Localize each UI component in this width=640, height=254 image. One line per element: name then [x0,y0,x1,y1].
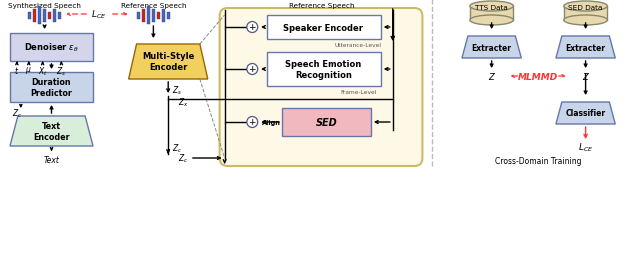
Bar [147,7,150,25]
Circle shape [247,22,258,33]
Text: $Z_s$: $Z_s$ [172,84,182,97]
FancyBboxPatch shape [220,9,422,166]
Bar [53,9,56,22]
Circle shape [247,64,258,75]
Text: $Z_s$: $Z_s$ [56,65,67,77]
Text: Multi-Style
Encoder: Multi-Style Encoder [142,52,195,71]
Text: Text: Text [44,155,60,164]
Bar [267,53,381,87]
Bar [137,12,140,19]
Text: Classifier: Classifier [566,109,605,118]
Bar [162,9,164,22]
Text: $Z_c$: $Z_c$ [178,152,188,165]
Bar [28,12,31,19]
Bar [157,12,160,19]
Text: $\mu$: $\mu$ [26,65,32,76]
Text: $Z_c$: $Z_c$ [172,142,182,155]
Ellipse shape [564,16,607,26]
Text: $Z$: $Z$ [488,71,495,82]
Text: Cross-Domain Training: Cross-Domain Training [495,157,581,166]
Text: $Z_x$: $Z_x$ [178,96,189,109]
Polygon shape [129,45,208,80]
Text: Extracter: Extracter [566,43,605,52]
Circle shape [247,117,258,128]
Text: $Z_c$: $Z_c$ [12,107,22,119]
Text: Frame-Level: Frame-Level [340,90,376,95]
Text: +: + [248,118,256,126]
Ellipse shape [470,2,513,12]
Text: Reference Speech: Reference Speech [120,3,186,9]
Text: TTS Data: TTS Data [476,5,508,11]
Text: Text
Encoder: Text Encoder [33,122,70,141]
Bar [48,12,51,19]
Text: Utterance-Level: Utterance-Level [335,42,381,47]
Text: Speaker Encoder: Speaker Encoder [284,23,364,32]
Bar [564,7,607,21]
Text: Denoiser $\epsilon_\theta$: Denoiser $\epsilon_\theta$ [24,42,79,54]
Bar [10,73,93,103]
Bar [470,7,513,21]
Polygon shape [556,37,615,59]
Ellipse shape [564,2,607,12]
Text: SED Data: SED Data [568,5,603,11]
Text: Align: Align [262,120,281,125]
Bar [38,7,41,25]
Text: +: + [248,23,256,32]
Ellipse shape [470,16,513,26]
Text: Synthesized Speech: Synthesized Speech [8,3,81,9]
Bar [10,34,93,62]
Bar [142,9,145,22]
Text: MLMMD: MLMMD [518,72,558,81]
Text: $L_{CE}$: $L_{CE}$ [578,141,593,154]
Bar [33,9,36,22]
Text: $t$: $t$ [14,65,19,76]
Text: Speech Emotion
Recognition: Speech Emotion Recognition [285,60,362,80]
Bar [267,16,381,40]
Text: Reference Speech: Reference Speech [289,3,355,9]
Text: $X_t$: $X_t$ [38,65,47,77]
Polygon shape [462,37,522,59]
Bar [152,9,155,22]
Text: +: + [248,65,256,74]
Bar [282,108,371,136]
Polygon shape [10,117,93,146]
Bar [43,9,46,22]
Text: Extracter: Extracter [472,43,511,52]
Bar [167,12,170,19]
Polygon shape [556,103,615,124]
Text: SED: SED [316,118,337,128]
Text: Duration
Predictor: Duration Predictor [31,78,72,97]
Text: $Z$: $Z$ [582,71,589,82]
Text: $L_{CE}$: $L_{CE}$ [92,9,107,21]
Bar [58,12,61,19]
